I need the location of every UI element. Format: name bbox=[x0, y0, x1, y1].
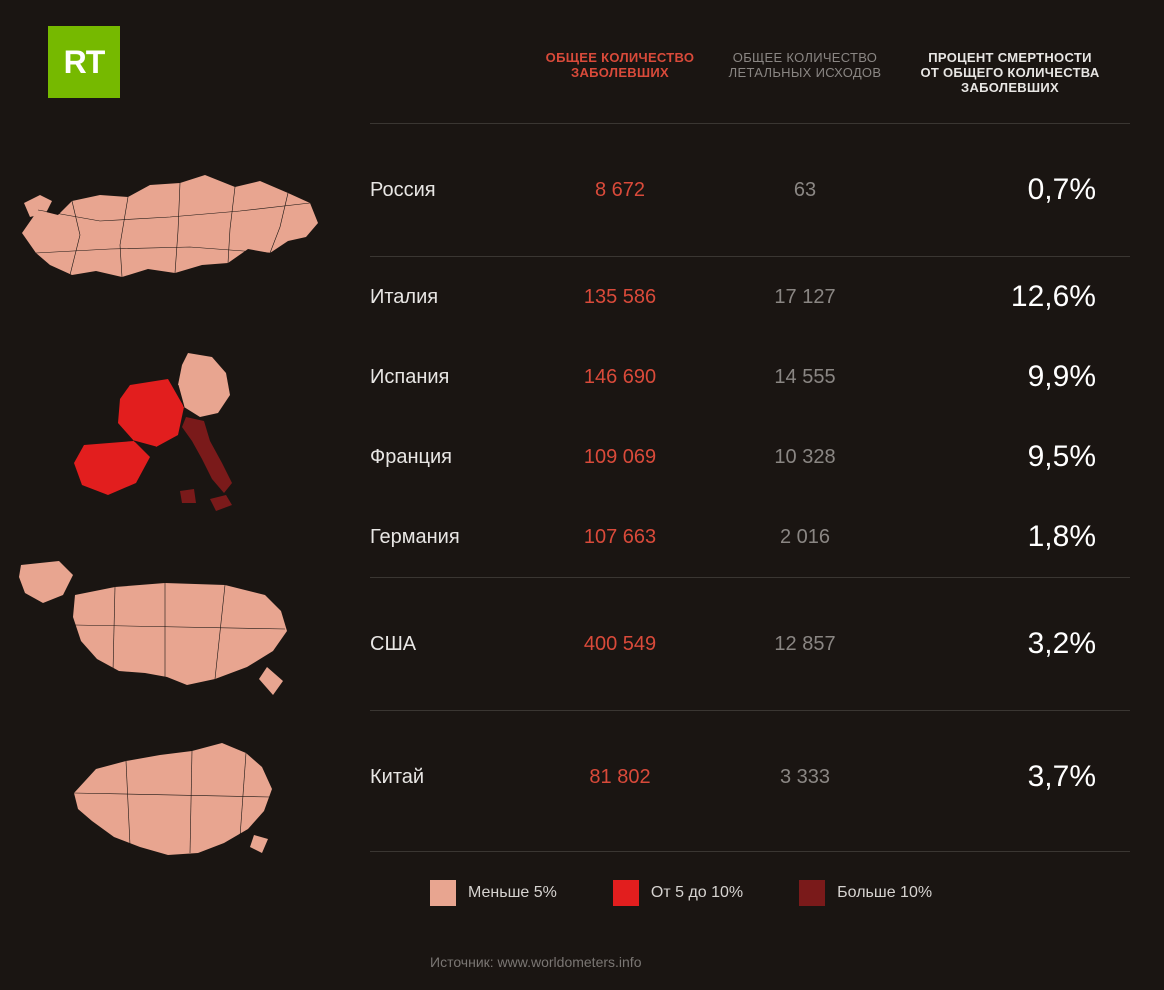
cell-deaths: 14 555 bbox=[710, 366, 900, 389]
legend-swatch bbox=[613, 880, 639, 906]
russia-shape bbox=[22, 175, 318, 277]
section-usa: США 400 549 12 857 3,2% bbox=[370, 577, 1130, 710]
legend-label: Больше 10% bbox=[837, 884, 932, 902]
italy-shape bbox=[180, 417, 232, 511]
cell-pct: 0,7% bbox=[900, 173, 1120, 207]
table-headers: ОБЩЕЕ КОЛИЧЕСТВО ЗАБОЛЕВШИХ ОБЩЕЕ КОЛИЧЕ… bbox=[370, 50, 1130, 123]
cell-country: Китай bbox=[370, 766, 530, 789]
usa-shape bbox=[73, 583, 287, 695]
cell-deaths: 63 bbox=[710, 179, 900, 202]
spain-shape bbox=[74, 441, 150, 495]
cell-cases: 107 663 bbox=[530, 526, 710, 549]
table-row: Германия 107 663 2 016 1,8% bbox=[370, 497, 1130, 577]
cell-country: Испания bbox=[370, 366, 530, 389]
cell-pct: 9,5% bbox=[900, 440, 1120, 474]
header-cases: ОБЩЕЕ КОЛИЧЕСТВО ЗАБОЛЕВШИХ bbox=[530, 50, 710, 95]
table-row: Италия 135 586 17 127 12,6% bbox=[370, 257, 1130, 337]
table-row: Франция 109 069 10 328 9,5% bbox=[370, 417, 1130, 497]
source-label: Источник: www.worldometers.info bbox=[430, 954, 641, 970]
map-usa bbox=[0, 550, 340, 720]
rt-logo: RT bbox=[48, 26, 120, 98]
cell-country: Италия bbox=[370, 286, 530, 309]
cell-cases: 135 586 bbox=[530, 286, 710, 309]
section-russia: Россия 8 672 63 0,7% bbox=[370, 123, 1130, 256]
header-deaths: ОБЩЕЕ КОЛИЧЕСТВО ЛЕТАЛЬНЫХ ИСХОДОВ bbox=[710, 50, 900, 95]
cell-cases: 400 549 bbox=[530, 633, 710, 656]
france-shape bbox=[118, 379, 184, 447]
legend-item-mid: От 5 до 10% bbox=[613, 880, 743, 906]
rt-logo-text: RT bbox=[64, 44, 105, 81]
cell-country: Германия bbox=[370, 526, 530, 549]
cell-deaths: 12 857 bbox=[710, 633, 900, 656]
map-russia bbox=[0, 150, 340, 320]
cell-cases: 8 672 bbox=[530, 179, 710, 202]
section-china: Китай 81 802 3 333 3,7% bbox=[370, 710, 1130, 843]
table-row: Китай 81 802 3 333 3,7% bbox=[370, 711, 1130, 843]
legend-item-low: Меньше 5% bbox=[430, 880, 557, 906]
legend-label: От 5 до 10% bbox=[651, 884, 743, 902]
germany-shape bbox=[178, 353, 230, 417]
data-table: ОБЩЕЕ КОЛИЧЕСТВО ЗАБОЛЕВШИХ ОБЩЕЕ КОЛИЧЕ… bbox=[370, 50, 1130, 906]
header-country bbox=[370, 50, 530, 95]
legend-swatch bbox=[430, 880, 456, 906]
header-pct: ПРОЦЕНТ СМЕРТНОСТИ ОТ ОБЩЕГО КОЛИЧЕСТВА … bbox=[900, 50, 1120, 95]
table-row: Испания 146 690 14 555 9,9% bbox=[370, 337, 1130, 417]
cell-country: Франция bbox=[370, 446, 530, 469]
section-europe: Италия 135 586 17 127 12,6% Испания 146 … bbox=[370, 256, 1130, 577]
maps-column bbox=[0, 150, 340, 890]
cell-deaths: 3 333 bbox=[710, 766, 900, 789]
cell-pct: 3,2% bbox=[900, 627, 1120, 661]
legend-item-high: Больше 10% bbox=[799, 880, 932, 906]
cell-cases: 109 069 bbox=[530, 446, 710, 469]
cell-country: Россия bbox=[370, 179, 530, 202]
table-row: США 400 549 12 857 3,2% bbox=[370, 578, 1130, 710]
cell-cases: 146 690 bbox=[530, 366, 710, 389]
cell-pct: 3,7% bbox=[900, 760, 1120, 794]
cell-deaths: 2 016 bbox=[710, 526, 900, 549]
cell-pct: 1,8% bbox=[900, 520, 1120, 554]
cell-pct: 9,9% bbox=[900, 360, 1120, 394]
table-row: Россия 8 672 63 0,7% bbox=[370, 124, 1130, 256]
cell-cases: 81 802 bbox=[530, 766, 710, 789]
cell-pct: 12,6% bbox=[900, 280, 1120, 314]
cell-deaths: 17 127 bbox=[710, 286, 900, 309]
china-shape bbox=[74, 743, 272, 855]
legend-label: Меньше 5% bbox=[468, 884, 557, 902]
alaska-shape bbox=[19, 561, 73, 603]
map-europe bbox=[0, 340, 340, 540]
cell-country: США bbox=[370, 633, 530, 656]
map-china bbox=[0, 720, 340, 890]
legend-swatch bbox=[799, 880, 825, 906]
cell-deaths: 10 328 bbox=[710, 446, 900, 469]
legend: Меньше 5% От 5 до 10% Больше 10% bbox=[370, 851, 1130, 906]
